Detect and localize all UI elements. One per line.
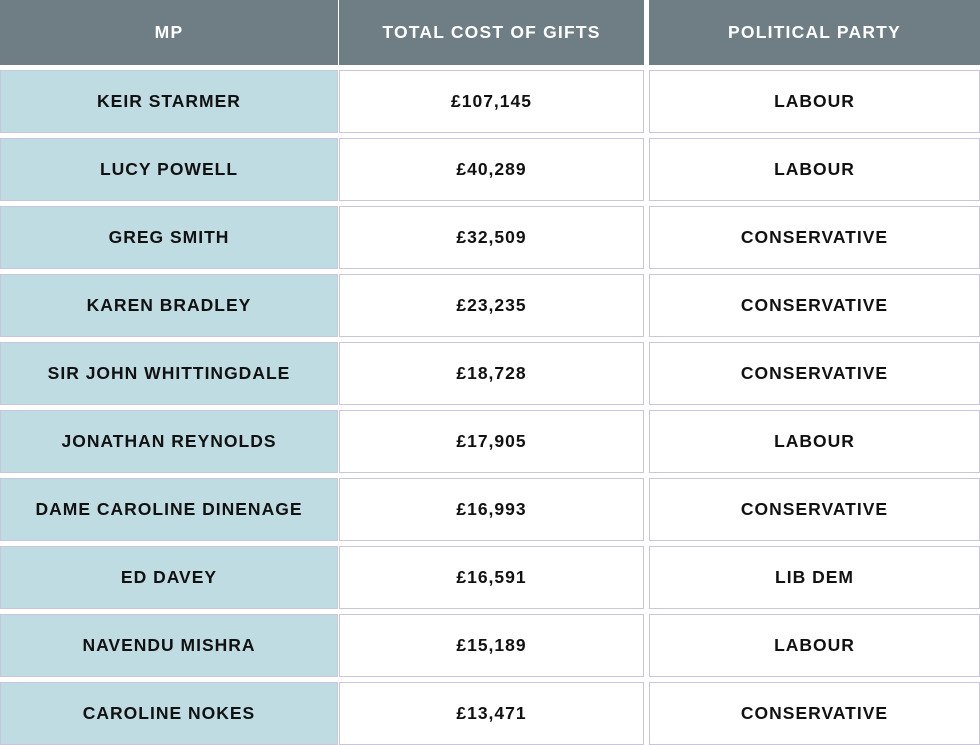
party-cell: CONSERVATIVE	[649, 274, 980, 337]
cost-cell: £107,145	[339, 70, 644, 133]
mp-cell: NAVENDU MISHRA	[0, 614, 338, 677]
mp-cell: GREG SMITH	[0, 206, 338, 269]
party-cell: CONSERVATIVE	[649, 478, 980, 541]
party-cell: CONSERVATIVE	[649, 682, 980, 745]
header-total-cost: TOTAL COST OF GIFTS	[339, 0, 644, 65]
party-cell: LABOUR	[649, 70, 980, 133]
cost-cell: £23,235	[339, 274, 644, 337]
cost-cell: £16,591	[339, 546, 644, 609]
cost-cell: £15,189	[339, 614, 644, 677]
cost-cell: £16,993	[339, 478, 644, 541]
party-cell: LIB DEM	[649, 546, 980, 609]
mp-cell: JONATHAN REYNOLDS	[0, 410, 338, 473]
header-mp: MP	[0, 0, 338, 65]
cost-cell: £17,905	[339, 410, 644, 473]
mp-cell: CAROLINE NOKES	[0, 682, 338, 745]
mp-cell: ED DAVEY	[0, 546, 338, 609]
mp-cell: KEIR STARMER	[0, 70, 338, 133]
mp-cell: DAME CAROLINE DINENAGE	[0, 478, 338, 541]
cost-cell: £13,471	[339, 682, 644, 745]
party-cell: LABOUR	[649, 614, 980, 677]
header-political-party: POLITICAL PARTY	[649, 0, 980, 65]
cost-cell: £40,289	[339, 138, 644, 201]
party-cell: CONSERVATIVE	[649, 206, 980, 269]
cost-cell: £32,509	[339, 206, 644, 269]
mp-cell: KAREN BRADLEY	[0, 274, 338, 337]
party-cell: LABOUR	[649, 138, 980, 201]
cost-cell: £18,728	[339, 342, 644, 405]
mp-cell: SIR JOHN WHITTINGDALE	[0, 342, 338, 405]
party-cell: CONSERVATIVE	[649, 342, 980, 405]
party-cell: LABOUR	[649, 410, 980, 473]
mp-cell: LUCY POWELL	[0, 138, 338, 201]
